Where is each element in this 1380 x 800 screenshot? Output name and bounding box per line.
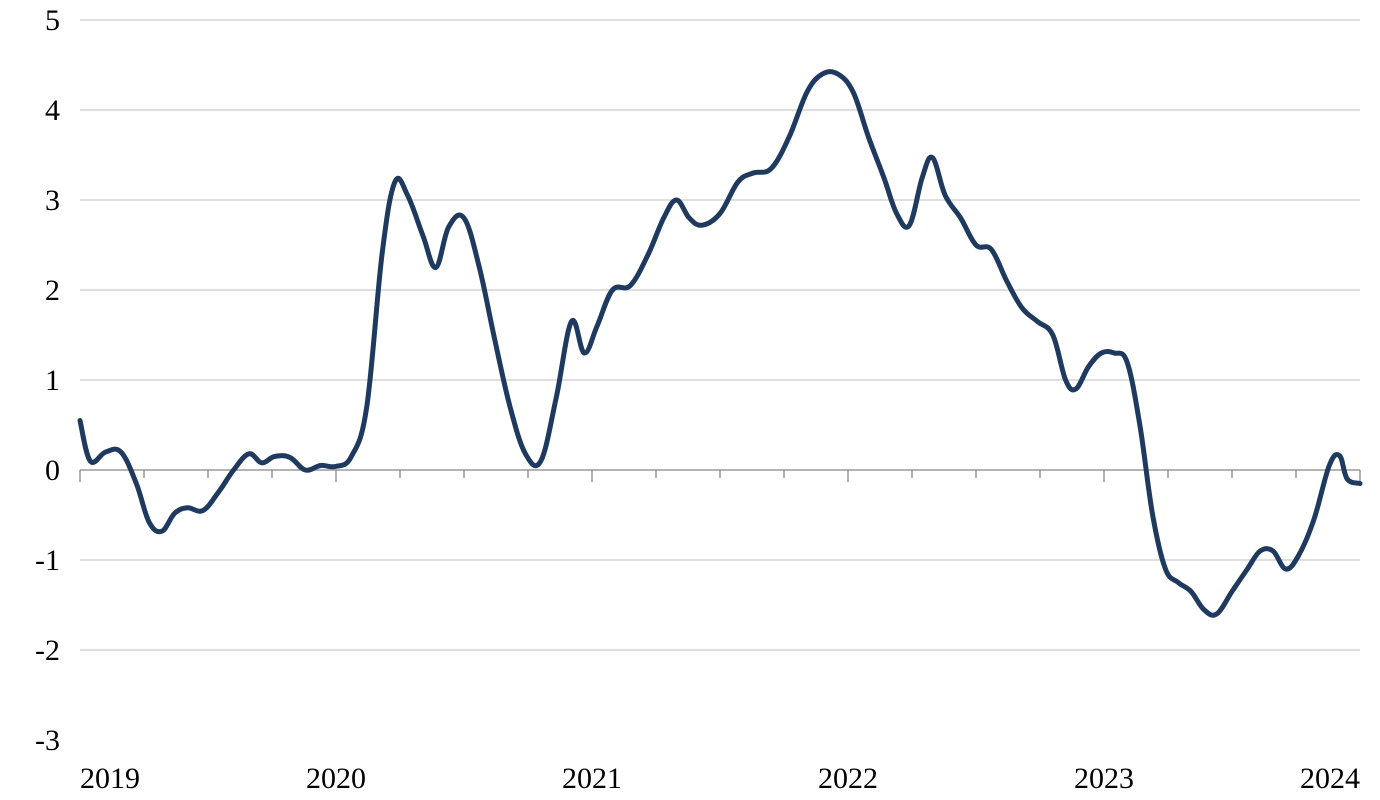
- chart-svg: 2019 2020 2021 2022 2023 2024 -3 -2 -1 0 1 2 3 4 5: [0, 0, 1380, 800]
- y-axis-label: 3: [45, 184, 60, 217]
- x-axis-label: 2023: [1074, 762, 1134, 795]
- y-axis-label: 5: [45, 4, 60, 37]
- x-axis-label: 2024: [1300, 762, 1360, 795]
- x-axis-label: 2020: [306, 762, 366, 795]
- y-axis-label: -2: [35, 634, 60, 667]
- x-axis-label: 2019: [80, 762, 140, 795]
- y-axis-label: 4: [45, 94, 60, 127]
- line-chart: 2019 2020 2021 2022 2023 2024 -3 -2 -1 0 1 2 3 4 5: [0, 0, 1380, 800]
- y-axis-label: 1: [45, 364, 60, 397]
- y-axis-label: 2: [45, 274, 60, 307]
- x-axis-label: 2022: [818, 762, 878, 795]
- y-axis-label: -3: [35, 724, 60, 757]
- y-axis-label: 0: [45, 454, 60, 487]
- y-axis-label: -1: [35, 544, 60, 577]
- x-axis-label: 2021: [562, 762, 622, 795]
